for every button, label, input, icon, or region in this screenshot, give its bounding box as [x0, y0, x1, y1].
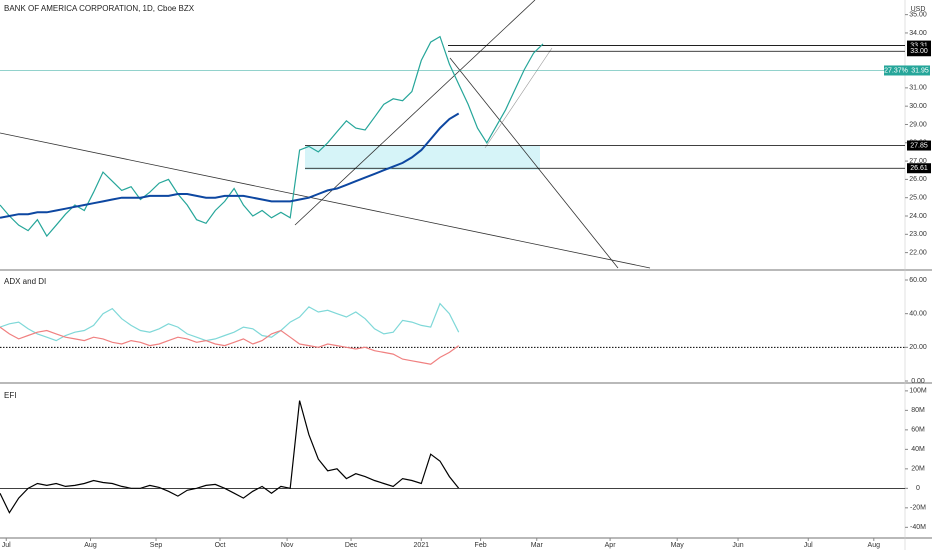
- level-box: [907, 163, 931, 174]
- trendline: [484, 47, 553, 149]
- level-label: 33.31: [910, 42, 928, 49]
- x-tick-label: Dec: [345, 542, 358, 549]
- series-line: [0, 400, 460, 514]
- y-tick-label: -20M: [910, 505, 926, 512]
- pane-title: EFI: [4, 391, 16, 400]
- y-tick-label: 20M: [911, 466, 925, 473]
- level-box: [907, 140, 931, 151]
- y-tick-label: 20.00: [909, 344, 927, 351]
- x-tick-label: Jun: [732, 542, 743, 549]
- y-tick-label: 23.00: [909, 231, 927, 238]
- change-label: 27.37%: [884, 67, 908, 74]
- y-tick-label: 31.00: [909, 85, 927, 92]
- level-label: 27.85: [910, 142, 928, 149]
- level-label: 33.00: [910, 48, 928, 55]
- unit-label: USD: [911, 6, 926, 13]
- x-tick-label: May: [671, 542, 685, 549]
- level-box: [907, 40, 931, 51]
- trendline: [294, 0, 536, 226]
- y-tick-label: 24.00: [909, 213, 927, 220]
- x-tick-label: Apr: [605, 542, 617, 549]
- y-tick-label: 30.00: [909, 103, 927, 110]
- series-line: [0, 302, 460, 342]
- level-box: [907, 46, 931, 57]
- trendline: [0, 132, 651, 269]
- x-tick-label: Sep: [150, 542, 163, 549]
- y-tick-label: 100M: [909, 388, 927, 395]
- x-tick-label: Aug: [868, 542, 881, 549]
- x-tick-label: Jul: [2, 542, 11, 549]
- last-price-label: 31.95: [911, 67, 929, 74]
- x-tick-label: 2021: [414, 542, 430, 549]
- y-tick-label: 60M: [911, 427, 925, 434]
- y-tick-label: 0.00: [911, 378, 925, 385]
- series-line: [0, 326, 460, 365]
- x-tick-label: Feb: [475, 542, 487, 549]
- x-tick-label: Mar: [531, 542, 544, 549]
- y-tick-label: 26.00: [909, 176, 927, 183]
- y-tick-label: 22.00: [909, 249, 927, 256]
- x-tick-label: Aug: [84, 542, 97, 549]
- y-tick-label: 80M: [911, 407, 925, 414]
- y-tick-label: 60.00: [909, 277, 927, 284]
- y-tick-label: 40.00: [909, 311, 927, 318]
- y-tick-label: -40M: [910, 524, 926, 531]
- y-tick-label: 27.00: [909, 158, 927, 165]
- y-tick-label: 35.00: [909, 11, 927, 18]
- y-tick-label: 25.00: [909, 195, 927, 202]
- x-tick-label: Nov: [281, 542, 294, 549]
- trendline: [449, 57, 619, 269]
- pane-title: ADX and DI: [4, 277, 46, 286]
- chart-title: BANK OF AMERICA CORPORATION, 1D, Cboe BZ…: [4, 4, 195, 13]
- y-tick-label: 0: [916, 485, 920, 492]
- y-tick-label: 34.00: [909, 30, 927, 37]
- y-tick-label: 40M: [911, 446, 925, 453]
- x-tick-label: Jul: [804, 542, 813, 549]
- series-line: [0, 112, 460, 219]
- x-tick-label: Oct: [215, 542, 226, 549]
- last-price-box: [884, 65, 930, 76]
- series-line: [0, 35, 544, 238]
- level-label: 26.61: [910, 165, 928, 172]
- y-tick-label: 29.00: [909, 121, 927, 128]
